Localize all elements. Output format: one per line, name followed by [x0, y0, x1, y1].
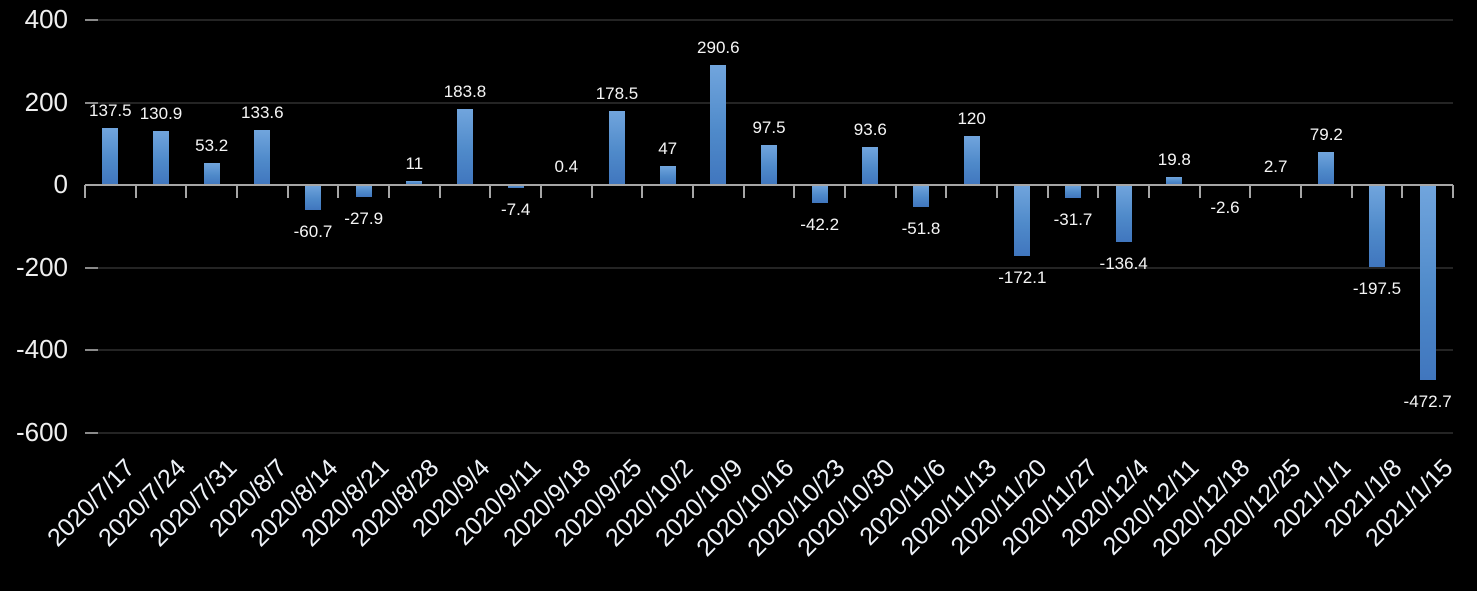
bar	[913, 185, 929, 207]
y-axis-label: 400	[24, 4, 68, 34]
x-axis-tick	[236, 185, 238, 199]
bar	[305, 185, 321, 211]
bar-value-label: 178.5	[595, 84, 639, 104]
bar-value-label: 97.5	[752, 117, 786, 137]
x-axis-tick	[286, 185, 289, 199]
bar	[1419, 185, 1436, 381]
x-axis-tick	[1097, 185, 1100, 199]
bar	[102, 128, 119, 186]
bar	[963, 135, 980, 186]
bar	[406, 180, 423, 186]
x-axis-tick	[844, 185, 846, 199]
y-axis-label: -400	[15, 334, 68, 365]
x-axis-tick	[1198, 185, 1201, 199]
x-axis-tick	[1249, 185, 1252, 199]
bar	[1166, 177, 1183, 186]
gridline	[85, 266, 1453, 269]
bar-value-label: 290.6	[697, 38, 740, 58]
bar-value-label: -197.5	[1352, 278, 1402, 298]
bar-value-label: 0.4	[554, 157, 579, 177]
x-axis-tick	[996, 185, 998, 199]
bar	[355, 185, 372, 197]
bar-value-label: 183.8	[443, 82, 487, 102]
bar-value-label: 120	[957, 108, 986, 128]
x-axis-tick	[1300, 185, 1302, 199]
bar	[862, 146, 879, 186]
x-axis-tick	[742, 185, 745, 199]
x-axis-tick	[1148, 185, 1150, 199]
bar-value-label: -27.9	[344, 208, 384, 228]
bar-value-label: -2.6	[1210, 198, 1240, 218]
bar-value-label: 2.7	[1263, 157, 1288, 177]
bar-value-label: 53.2	[195, 136, 229, 156]
bar-value-label: 47	[658, 138, 678, 158]
x-axis-tick	[489, 185, 492, 199]
bar-value-label: 79.2	[1309, 125, 1343, 145]
y-axis-tick	[85, 432, 98, 434]
gridline	[85, 349, 1453, 352]
bar	[507, 185, 524, 189]
x-axis-tick	[1401, 185, 1404, 199]
bar-value-label: -7.4	[501, 200, 531, 220]
bar	[1369, 185, 1385, 267]
y-axis-label: -200	[15, 251, 68, 282]
x-axis-tick	[894, 185, 897, 199]
bar-value-label: -172.1	[998, 268, 1047, 288]
bar-value-label: 19.8	[1157, 150, 1191, 170]
bar	[153, 131, 169, 186]
bar-value-label: 11	[405, 153, 424, 173]
x-axis-tick	[590, 185, 593, 199]
gridline	[85, 432, 1453, 434]
x-axis-tick	[641, 185, 644, 199]
x-axis-tick	[1452, 185, 1454, 199]
bar-value-label: 130.9	[139, 104, 183, 124]
bar-value-label: -42.2	[800, 214, 840, 234]
x-axis-tick	[793, 185, 796, 199]
x-axis-tick	[540, 185, 542, 199]
y-axis-label: 200	[24, 86, 68, 117]
bar	[609, 111, 625, 186]
y-axis-label: -600	[15, 417, 68, 447]
x-axis-tick	[692, 185, 694, 199]
bar	[1318, 152, 1335, 186]
bar	[659, 165, 676, 186]
gridline	[85, 19, 1453, 21]
bar	[203, 163, 220, 186]
bar-value-label: -472.7	[1403, 392, 1452, 412]
bar-value-label: -136.4	[1099, 253, 1148, 273]
x-axis-tick	[388, 185, 390, 199]
x-axis-line	[85, 184, 1453, 187]
x-axis-tick	[185, 185, 188, 199]
bar	[710, 65, 727, 186]
y-axis-tick	[85, 19, 98, 21]
bar-value-label: 137.5	[89, 101, 132, 121]
y-axis-tick	[85, 101, 98, 104]
y-axis-label: 0	[53, 169, 68, 200]
bar	[811, 185, 828, 203]
bar	[1014, 185, 1031, 257]
bar-value-label: -60.7	[293, 222, 333, 242]
x-axis-tick	[134, 185, 137, 199]
x-axis-tick	[1350, 185, 1353, 199]
bar	[761, 144, 777, 186]
x-axis-tick	[337, 185, 340, 199]
bar-value-label: -51.8	[901, 218, 941, 238]
y-axis-tick	[85, 349, 98, 352]
bar-value-label: 93.6	[853, 119, 887, 139]
bar	[1115, 185, 1132, 242]
y-axis-tick	[85, 266, 98, 269]
bar-value-label: -31.7	[1053, 210, 1093, 230]
x-axis-tick	[1046, 185, 1049, 199]
bar	[254, 130, 271, 186]
bar	[457, 109, 473, 186]
x-axis-tick	[438, 185, 441, 199]
bar-value-label: 133.6	[241, 103, 284, 123]
gridline	[85, 101, 1453, 104]
x-axis-tick	[84, 185, 86, 199]
x-axis-tick	[945, 185, 948, 199]
bar	[1065, 185, 1081, 199]
